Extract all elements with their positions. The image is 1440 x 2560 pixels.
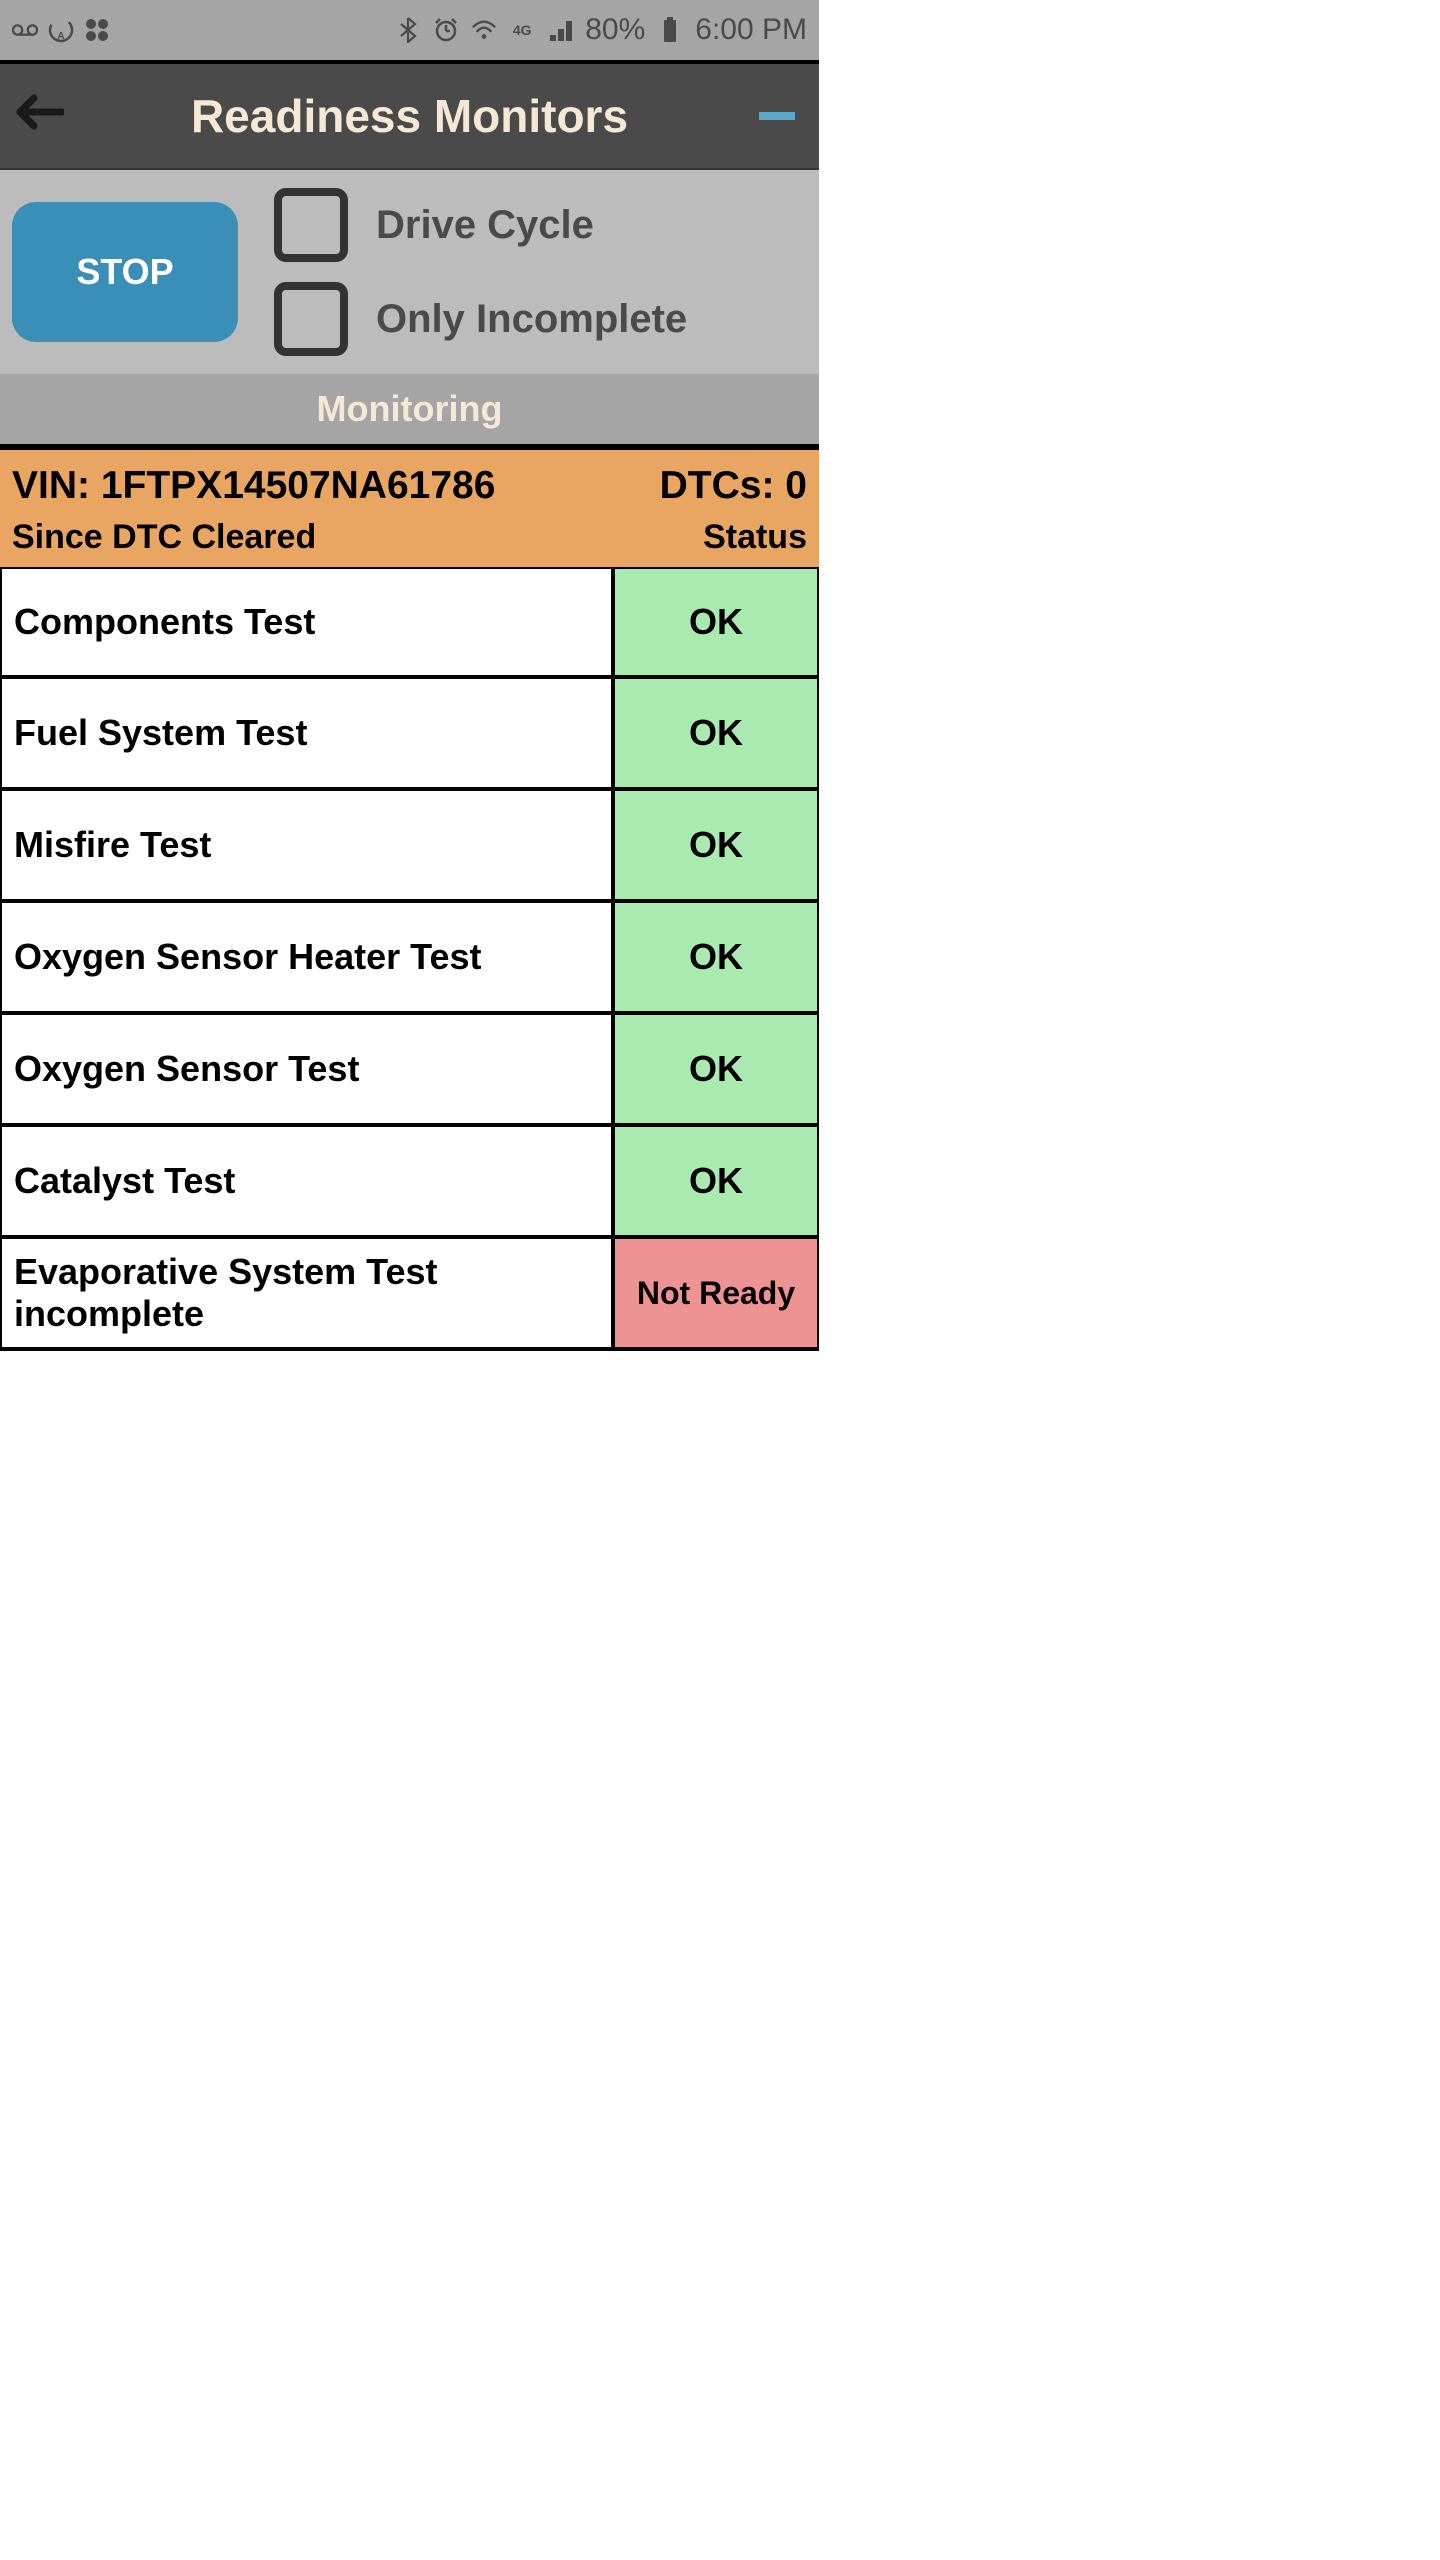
test-status: OK [615,679,819,787]
dtc-count: DTCs: 0 [660,464,807,508]
svg-text:A: A [57,31,64,42]
test-status: OK [615,791,819,899]
drive-cycle-label: Drive Cycle [376,203,594,248]
signal-icon [547,17,573,43]
test-status: OK [615,1127,819,1235]
status-left-icons: A [12,17,110,43]
stop-button[interactable]: STOP [12,202,238,342]
test-name: Evaporative System Test incomplete [0,1239,615,1347]
battery-icon [657,17,683,43]
back-arrow-icon[interactable] [14,91,64,141]
test-row: Oxygen Sensor TestOK [0,1015,819,1127]
only-incomplete-checkbox[interactable] [274,282,348,356]
monitoring-status: Monitoring [0,374,819,444]
test-name: Oxygen Sensor Test [0,1015,615,1123]
test-row: Fuel System TestOK [0,679,819,791]
test-status: OK [615,903,819,1011]
data-saver-icon: A [48,17,74,43]
test-name: Catalyst Test [0,1127,615,1235]
battery-percent: 80% [585,13,645,47]
menu-icon[interactable] [759,112,795,120]
test-status: OK [615,1015,819,1123]
controls-panel: STOP Drive Cycle Only Incomplete [0,168,819,374]
bluetooth-icon [395,17,421,43]
tests-table: Components TestOKFuel System TestOKMisfi… [0,567,819,1351]
test-name: Oxygen Sensor Heater Test [0,903,615,1011]
drive-cycle-row: Drive Cycle [274,188,687,262]
since-label: Since DTC Cleared [12,518,316,557]
voicemail-icon [12,17,38,43]
only-incomplete-label: Only Incomplete [376,297,687,342]
app-header: Readiness Monitors [0,60,819,168]
drive-cycle-checkbox[interactable] [274,188,348,262]
test-row: Components TestOK [0,567,819,679]
clock-time: 6:00 PM [695,13,807,47]
test-status: OK [615,569,819,675]
network-type-icon: 4G [509,17,535,43]
apps-icon [84,17,110,43]
page-title: Readiness Monitors [14,89,805,143]
test-row: Evaporative System Test incompleteNot Re… [0,1239,819,1351]
test-name: Components Test [0,569,615,675]
vin-banner: VIN: 1FTPX14507NA61786 DTCs: 0 Since DTC… [0,444,819,567]
test-name: Misfire Test [0,791,615,899]
status-label: Status [703,518,807,557]
test-row: Oxygen Sensor Heater TestOK [0,903,819,1015]
wifi-icon [471,17,497,43]
vin-value: VIN: 1FTPX14507NA61786 [12,464,495,508]
vin-row: VIN: 1FTPX14507NA61786 DTCs: 0 [12,464,807,508]
table-header-row: Since DTC Cleared Status [12,518,807,557]
test-row: Catalyst TestOK [0,1127,819,1239]
android-status-bar: A 4G 80% 6:00 PM [0,0,819,60]
test-name: Fuel System Test [0,679,615,787]
only-incomplete-row: Only Incomplete [274,282,687,356]
alarm-icon [433,17,459,43]
test-status: Not Ready [615,1239,819,1347]
checkbox-group: Drive Cycle Only Incomplete [274,188,687,356]
status-right: 4G 80% 6:00 PM [395,13,807,47]
test-row: Misfire TestOK [0,791,819,903]
